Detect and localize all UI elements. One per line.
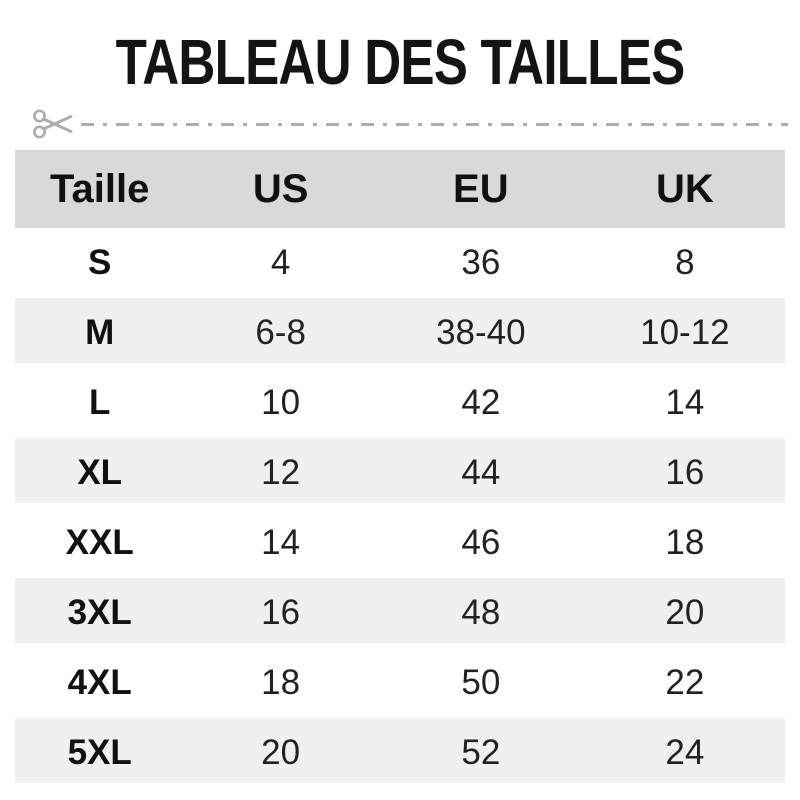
size-table-body: S 4 36 8 M 6-8 38-40 10-12 L 10 42 14 XL…	[15, 228, 785, 788]
size-cell: L	[89, 383, 111, 422]
dashed-cut-line	[81, 122, 788, 126]
eu-value-cell: 44	[461, 453, 501, 492]
us-value-cell: 10	[261, 383, 301, 422]
page-title: TABLEAU DES TAILLES	[115, 26, 686, 98]
us-value-cell: 4	[270, 243, 291, 282]
eu-value-cell: 50	[461, 663, 501, 702]
column-header-uk: UK	[656, 166, 714, 211]
uk-value-cell: 14	[665, 383, 705, 422]
size-table-header: Taille US EU UK	[15, 150, 785, 228]
uk-value-cell: 10-12	[640, 313, 730, 352]
column-header-us: US	[252, 166, 309, 211]
size-cell: M	[85, 313, 115, 352]
scissors-icon	[33, 109, 73, 139]
table-row-5xl: 5XL 20 52 24	[15, 718, 785, 788]
size-cell: XXL	[65, 523, 134, 562]
table-row-s: S 4 36 8	[15, 228, 785, 298]
us-value-cell: 16	[261, 593, 301, 632]
us-value-cell: 6-8	[255, 313, 306, 352]
cut-line	[31, 106, 788, 142]
eu-value-cell: 36	[461, 243, 501, 282]
eu-value-cell: 52	[461, 733, 501, 772]
uk-value-cell: 20	[665, 593, 705, 632]
size-cell: XL	[77, 453, 123, 492]
uk-value-cell: 8	[675, 243, 695, 282]
size-chart-page: TABLEAU DES TAILLES Taille US EU UK S 4	[0, 30, 800, 800]
table-row-xxl: XXL 14 46 18	[15, 508, 785, 578]
us-value-cell: 20	[261, 733, 301, 772]
table-row-m: M 6-8 38-40 10-12	[15, 298, 785, 368]
us-value-cell: 14	[261, 523, 301, 562]
uk-value-cell: 22	[665, 663, 705, 702]
size-cell: 4XL	[67, 663, 132, 702]
table-row-l: L 10 42 14	[15, 368, 785, 438]
column-header-taille: Taille	[50, 166, 150, 211]
header-row: Taille US EU UK	[15, 150, 785, 228]
size-cell: 3XL	[67, 593, 132, 632]
uk-value-cell: 18	[665, 523, 705, 562]
column-header-eu: EU	[453, 166, 509, 211]
us-value-cell: 18	[261, 663, 301, 702]
table-row-3xl: 3XL 16 48 20	[15, 578, 785, 648]
eu-value-cell: 42	[461, 383, 501, 422]
eu-value-cell: 46	[461, 523, 501, 562]
eu-value-cell: 48	[461, 593, 501, 632]
size-cell: 5XL	[67, 733, 132, 772]
uk-value-cell: 16	[665, 453, 705, 492]
size-cell: S	[88, 243, 112, 282]
table-row-xl: XL 12 44 16	[15, 438, 785, 508]
table-row-4xl: 4XL 18 50 22	[15, 648, 785, 718]
uk-value-cell: 24	[665, 733, 705, 772]
us-value-cell: 12	[261, 453, 301, 492]
eu-value-cell: 38-40	[436, 313, 526, 352]
size-table: Taille US EU UK S 4 36 8 M 6-8 38-40 10-…	[15, 150, 785, 788]
